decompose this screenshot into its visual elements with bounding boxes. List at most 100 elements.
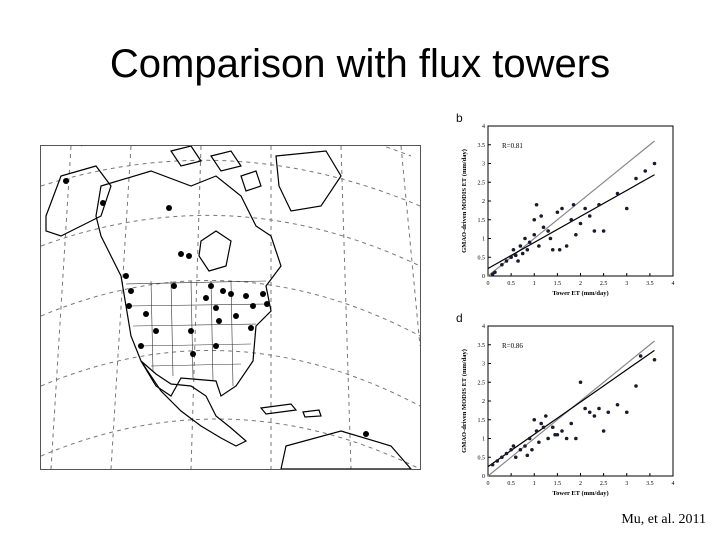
- data-point: [493, 270, 497, 275]
- data-point: [518, 244, 523, 248]
- scatter-panel-b: 0 0.5 1 1.5 2 2.5 3 3.5 4 0 0.5 1 1.5 2 2.5 3 3.5 4 R=0.81…: [450, 108, 690, 298]
- x-tick-label: 3.5: [646, 281, 654, 287]
- data-point: [495, 459, 500, 463]
- y-tick-label: 1.5: [478, 218, 486, 224]
- y-tick-label: 0: [482, 274, 485, 280]
- y-tick-label: 3.5: [478, 343, 486, 349]
- regression-line: [487, 349, 655, 468]
- data-point: [546, 229, 550, 233]
- x-tick-label: 3: [625, 281, 628, 287]
- data-point: [624, 410, 629, 415]
- data-point: [643, 169, 648, 173]
- x-tick-label: 4: [672, 281, 675, 287]
- x-tick-label: 0: [487, 281, 490, 287]
- data-point: [601, 229, 606, 233]
- data-point: [574, 436, 578, 441]
- data-point: [652, 161, 657, 166]
- data-point: [527, 436, 532, 441]
- data-point: [513, 455, 518, 460]
- x-tick-label: 1: [533, 281, 536, 287]
- data-point: [509, 447, 513, 452]
- data-point: [615, 191, 620, 196]
- y-tick-label: 1: [482, 437, 485, 443]
- data-point: [555, 210, 560, 215]
- data-point: [550, 425, 555, 430]
- y-tick-label: 0.5: [478, 255, 486, 261]
- data-point: [504, 259, 509, 263]
- x-axis-label: Tower ET (mm/day): [552, 290, 608, 297]
- scatter-chart-b: 0 0.5 1 1.5 2 2.5 3 3.5 4 0 0.5 1 1.5 2 2.5 3 3.5 4 R=0.81…: [461, 124, 675, 297]
- data-point: [564, 244, 569, 248]
- y-tick-label: 0.5: [478, 455, 486, 461]
- x-tick-label: 1.5: [554, 281, 562, 287]
- data-point: [557, 247, 562, 252]
- x-tick-label: 2: [579, 281, 582, 287]
- x-tick-label: 0: [487, 481, 490, 487]
- x-tick-label: 3: [625, 481, 628, 487]
- panel-label-b: b: [456, 111, 463, 125]
- data-point: [518, 447, 523, 452]
- data-point: [525, 247, 530, 252]
- x-tick-label: 4: [672, 481, 675, 487]
- data-point: [624, 206, 629, 211]
- data-point: [569, 217, 574, 222]
- data-point: [500, 262, 504, 267]
- data-point: [523, 444, 527, 448]
- y-tick-label: 4: [482, 324, 485, 330]
- y-tick-label: 2.5: [478, 380, 486, 386]
- x-tick-label: 0.5: [507, 481, 515, 487]
- data-point: [523, 236, 527, 241]
- data-point: [532, 217, 537, 222]
- regression-line: [487, 174, 655, 270]
- y-tick-label: 1.5: [478, 418, 486, 424]
- data-point: [520, 251, 525, 256]
- data-point: [578, 221, 583, 226]
- scatter-chart-d: 0 0.5 1 1.5 2 2.5 3 3.5 4 0 0.5 1 1.5 2 2.5 3 3.5 4 R=0.86…: [461, 324, 675, 497]
- y-tick-label: 3: [482, 362, 485, 368]
- data-point: [564, 436, 569, 441]
- y-axis-label: GMAO-driven MODIS ET (mm/day): [461, 149, 468, 253]
- data-point: [601, 429, 606, 433]
- y-tick-label: 3: [482, 162, 485, 168]
- data-point: [504, 451, 509, 456]
- data-point: [511, 247, 516, 252]
- y-tick-label: 4: [482, 124, 485, 130]
- correlation-annotation: R=0.86: [502, 342, 523, 350]
- x-tick-label: 2: [579, 481, 582, 487]
- data-point: [516, 259, 520, 263]
- data-point: [574, 232, 578, 237]
- data-point: [583, 206, 587, 211]
- y-tick-label: 0: [482, 474, 485, 480]
- data-point: [638, 354, 643, 358]
- data-point: [534, 429, 539, 433]
- citation: Mu, et al. 2011: [621, 512, 706, 527]
- x-tick-label: 2.5: [600, 281, 608, 287]
- slide-title: Comparison with flux towers: [109, 42, 611, 86]
- north-america-map: [40, 145, 421, 470]
- data-point: [546, 436, 550, 441]
- data-point: [587, 410, 592, 415]
- data-point: [525, 453, 530, 458]
- y-tick-label: 2: [482, 199, 485, 205]
- data-point: [490, 462, 495, 467]
- data-point: [634, 384, 638, 388]
- data-point: [534, 202, 539, 207]
- x-tick-label: 1: [533, 481, 536, 487]
- data-point: [592, 229, 597, 233]
- data-point: [541, 425, 546, 430]
- data-point: [550, 247, 555, 252]
- data-point: [541, 225, 546, 230]
- data-point: [539, 421, 543, 426]
- data-point: [537, 440, 541, 445]
- x-tick-label: 1.5: [554, 481, 562, 487]
- north-america-map-icon: [41, 146, 420, 469]
- data-point: [532, 417, 537, 422]
- data-point: [606, 410, 611, 415]
- data-point: [597, 406, 601, 411]
- y-tick-label: 3.5: [478, 143, 486, 149]
- x-axis-label: Tower ET (mm/day): [552, 490, 608, 497]
- data-point: [634, 176, 638, 181]
- scatter-panel-d: 0 0.5 1 1.5 2 2.5 3 3.5 4 0 0.5 1 1.5 2 2.5 3 3.5 4 R=0.86…: [450, 308, 690, 498]
- data-point: [544, 414, 548, 418]
- data-point: [509, 255, 513, 260]
